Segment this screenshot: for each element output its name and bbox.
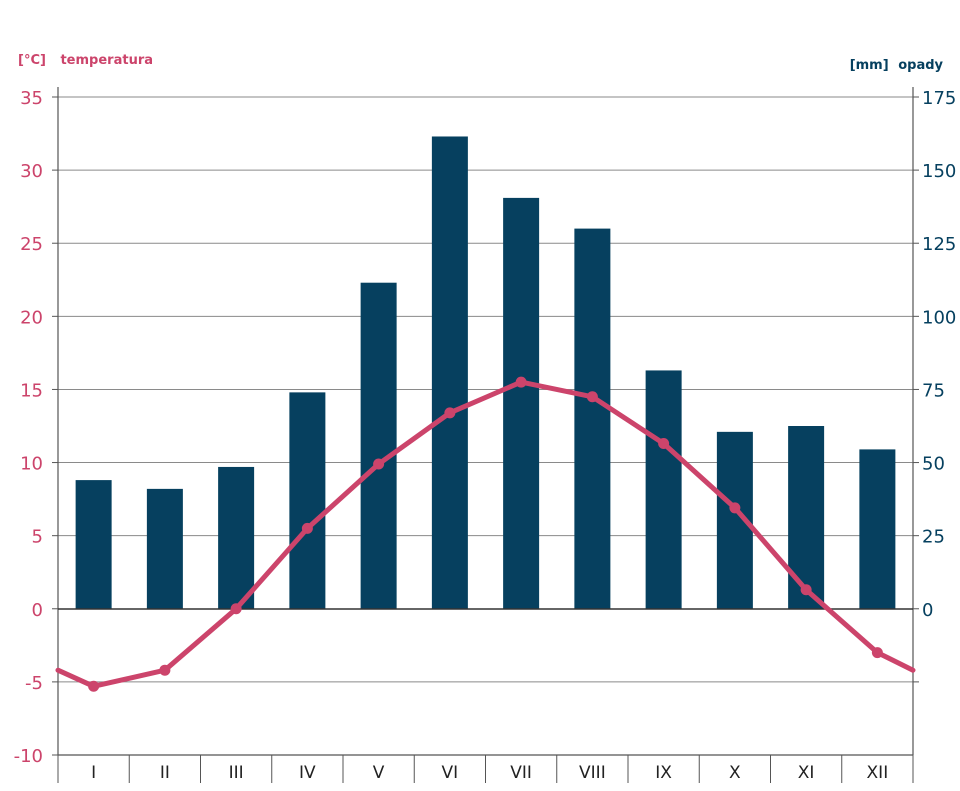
month-label: VII xyxy=(510,763,532,783)
precipitation-bars xyxy=(75,136,896,610)
precipitation-bar xyxy=(645,370,682,609)
left-tick-label: 25 xyxy=(20,234,43,255)
temperature-point xyxy=(871,647,883,659)
precipitation-bar xyxy=(574,228,611,609)
month-label: V xyxy=(373,763,385,783)
precipitation-bar xyxy=(146,488,183,609)
month-label: VIII xyxy=(579,763,606,783)
temperature-point xyxy=(301,522,313,534)
right-tick-label: 150 xyxy=(922,161,956,182)
precipitation-bar xyxy=(788,426,825,609)
left-tick-label: 15 xyxy=(20,380,43,401)
left-tick-label: 30 xyxy=(20,161,43,182)
temperature-point xyxy=(88,680,100,692)
precipitation-bar xyxy=(289,392,326,609)
temperature-point xyxy=(373,458,385,470)
precipitation-bar xyxy=(360,282,397,609)
temperature-point xyxy=(800,584,812,596)
month-label: IX xyxy=(655,763,672,783)
temperature-point xyxy=(586,391,598,403)
left-axis-unit: [°C] xyxy=(18,53,46,68)
temperature-point xyxy=(159,664,171,676)
right-tick-label: 75 xyxy=(922,380,945,401)
right-tick-label: 100 xyxy=(922,307,956,328)
left-axis-label: temperatura xyxy=(60,53,153,68)
left-tick-label: -5 xyxy=(25,673,43,694)
gridlines xyxy=(58,96,913,683)
temperature-point xyxy=(444,407,456,419)
temperature-point xyxy=(658,438,670,450)
temperature-line-path xyxy=(55,379,916,689)
temperature-line xyxy=(55,376,916,692)
axes xyxy=(52,87,919,783)
month-label: X xyxy=(729,763,741,783)
month-label: II xyxy=(160,763,170,783)
left-tick-label: 20 xyxy=(20,307,43,328)
right-axis-label: opady xyxy=(898,58,943,73)
right-tick-label: 25 xyxy=(922,527,945,548)
month-label: III xyxy=(229,763,244,783)
month-label: XII xyxy=(867,763,889,783)
temperature-point xyxy=(515,376,527,388)
left-tick-label: -10 xyxy=(14,746,43,767)
left-tick-label: 10 xyxy=(20,454,43,475)
month-label: IV xyxy=(299,763,316,783)
temperature-point xyxy=(729,502,741,514)
labels: [°C] temperatura [mm] opady 35 30 25 20 15 10… xyxy=(14,53,957,783)
month-label: VI xyxy=(442,763,459,783)
precipitation-bar xyxy=(75,480,112,609)
right-tick-label: 125 xyxy=(922,234,956,255)
left-tick-label: 0 xyxy=(32,600,43,621)
left-tick-label: 35 xyxy=(20,88,43,109)
temperature-point xyxy=(230,603,242,615)
precipitation-bar xyxy=(431,136,468,610)
left-tick-label: 5 xyxy=(32,527,43,548)
right-axis-unit: [mm] xyxy=(850,58,889,73)
right-axis-title: [mm] opady xyxy=(850,58,944,73)
right-tick-label: 0 xyxy=(922,600,933,621)
left-axis-title: [°C] temperatura xyxy=(18,53,153,68)
right-tick-label: 175 xyxy=(922,88,956,109)
precipitation-bar xyxy=(859,449,896,609)
precipitation-bar xyxy=(503,197,540,610)
month-label: I xyxy=(91,763,96,783)
precipitation-bar xyxy=(218,466,255,609)
right-tick-label: 50 xyxy=(922,454,945,475)
month-label: XI xyxy=(798,763,815,783)
